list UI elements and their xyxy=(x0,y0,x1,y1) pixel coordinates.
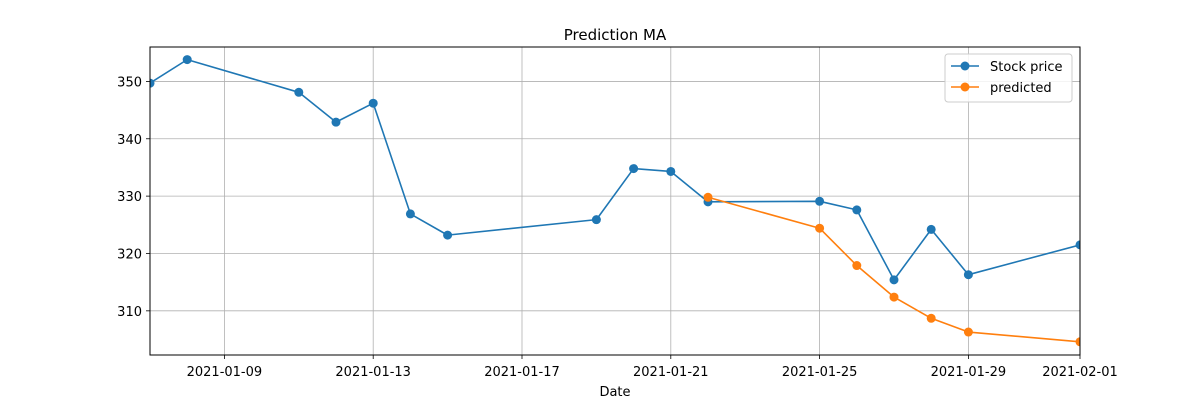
x-tick-label: 2021-01-17 xyxy=(484,365,560,380)
legend-marker-predicted xyxy=(960,82,970,92)
data-point-predicted xyxy=(703,192,713,202)
series-clip-group xyxy=(150,55,1080,347)
data-point-stock-price xyxy=(405,209,415,219)
series-line-predicted xyxy=(707,196,1080,343)
data-point-stock-price xyxy=(368,98,378,108)
series-line-stock-price xyxy=(150,58,1080,281)
legend-entry-predicted: predicted xyxy=(951,81,1052,96)
data-point-stock-price xyxy=(294,87,304,97)
data-point-stock-price xyxy=(150,78,155,88)
legend: Stock price predicted xyxy=(944,53,1073,103)
data-point-predicted xyxy=(963,327,973,337)
x-tick-label: 2021-01-25 xyxy=(782,365,858,380)
data-point-stock-price xyxy=(926,224,936,234)
series-stock-price xyxy=(150,55,1080,285)
series-layer xyxy=(150,55,1080,347)
x-tick-label: 2021-01-29 xyxy=(931,365,1007,380)
series-predicted xyxy=(703,192,1080,347)
data-point-stock-price xyxy=(815,196,825,206)
data-point-predicted xyxy=(815,223,825,233)
chart-title: Prediction MA xyxy=(564,26,667,44)
data-point-stock-price xyxy=(1075,240,1080,250)
data-point-stock-price xyxy=(443,230,453,240)
data-point-stock-price xyxy=(963,270,973,280)
axis-ticks: 2021-01-09 2021-01-13 2021-01-17 2021-01-21… xyxy=(117,75,1118,380)
y-tick-label: 320 xyxy=(117,247,142,262)
data-point-stock-price xyxy=(629,164,639,174)
x-tick-label: 2021-01-21 xyxy=(633,365,709,380)
y-tick-label: 330 xyxy=(117,190,142,205)
legend-label-predicted: predicted xyxy=(990,81,1052,96)
data-point-predicted xyxy=(1075,337,1080,347)
data-point-predicted xyxy=(852,261,862,271)
legend-marker-stock-price xyxy=(960,61,970,71)
data-point-predicted xyxy=(889,292,899,302)
data-point-stock-price xyxy=(889,275,899,285)
grid xyxy=(150,47,1081,355)
x-tick-label: 2021-01-09 xyxy=(187,365,263,380)
x-tick-label: 2021-02-01 xyxy=(1042,365,1118,380)
data-point-stock-price xyxy=(852,205,862,215)
data-point-stock-price xyxy=(182,55,192,65)
x-axis-label: Date xyxy=(599,385,630,400)
legend-label-stock-price: Stock price xyxy=(990,60,1062,75)
legend-entry-stock-price: Stock price xyxy=(951,60,1062,75)
data-point-predicted xyxy=(926,313,936,323)
data-point-stock-price xyxy=(591,215,601,225)
data-point-stock-price xyxy=(331,117,341,127)
data-point-stock-price xyxy=(666,166,676,176)
x-tick-label: 2021-01-13 xyxy=(335,365,411,380)
plot-frame xyxy=(149,46,1081,356)
y-tick-label: 350 xyxy=(117,75,142,90)
y-tick-label: 310 xyxy=(117,305,142,320)
y-tick-label: 340 xyxy=(117,133,142,148)
